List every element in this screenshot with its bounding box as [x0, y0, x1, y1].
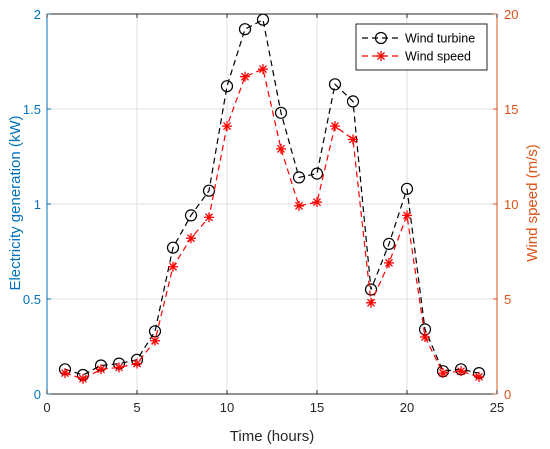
data-point	[78, 373, 88, 384]
data-point	[402, 210, 412, 221]
data-point	[312, 197, 322, 208]
data-point	[150, 335, 160, 346]
x-axis-label: Time (hours)	[230, 428, 314, 445]
data-point	[184, 209, 198, 222]
legend-marker	[376, 51, 386, 61]
legend-item: Wind turbine	[362, 32, 475, 46]
series-line	[64, 18, 480, 376]
legend: Wind turbine Wind speed	[355, 23, 488, 71]
data-point	[204, 212, 214, 223]
axes	[46, 13, 498, 395]
x-tick-label: 20	[400, 400, 414, 415]
data-point	[256, 13, 270, 26]
data-point	[330, 121, 340, 132]
y-right-tick-label: 0	[504, 387, 511, 402]
data-point	[420, 332, 430, 342]
data-point	[148, 325, 162, 338]
data-point	[456, 366, 466, 377]
legend-label: Wind turbine	[405, 32, 475, 46]
y-right-tick-label: 15	[504, 102, 518, 117]
y-right-tick-label: 10	[504, 197, 518, 212]
y-left-tick-label: 1.5	[23, 102, 41, 117]
data-point	[348, 134, 358, 145]
legend-label: Wind speed	[405, 50, 471, 64]
x-tick-label: 25	[490, 400, 504, 415]
data-point	[292, 171, 306, 184]
data-point	[96, 364, 106, 375]
data-point	[384, 257, 394, 268]
y-left-tick-label: 1	[34, 197, 41, 212]
data-point	[294, 200, 304, 211]
data-point	[364, 283, 378, 296]
y-axis-left-label: Electricity generation (kW)	[7, 115, 24, 290]
data-point	[346, 95, 360, 108]
y-left-tick-label: 2	[34, 7, 41, 22]
legend-item: Wind speed	[362, 50, 471, 64]
y-right-tick-label: 5	[504, 292, 511, 307]
data-point	[258, 64, 268, 75]
data-point	[114, 362, 124, 373]
data-point	[274, 106, 288, 119]
x-tick-label: 10	[220, 400, 234, 415]
data-point	[168, 261, 178, 272]
series-layer	[58, 13, 486, 384]
data-point	[276, 143, 286, 154]
data-point	[186, 233, 196, 244]
legend-box	[355, 23, 488, 71]
data-point	[240, 71, 250, 82]
data-point	[132, 358, 142, 369]
data-point	[382, 237, 396, 250]
x-tick-label: 15	[310, 400, 324, 415]
series-line	[64, 68, 480, 380]
x-tick-label: 0	[43, 400, 50, 415]
y-left-tick-label: 0.5	[23, 292, 41, 307]
data-point	[166, 241, 180, 254]
y-axis-right-label: Wind speed (m/s)	[524, 144, 541, 262]
y-right-tick-label: 20	[504, 7, 518, 22]
data-point	[366, 297, 376, 308]
series-2	[60, 64, 484, 384]
x-tick-label: 5	[133, 400, 140, 415]
data-point	[328, 78, 342, 91]
data-point	[400, 182, 414, 195]
legend-marker	[374, 31, 388, 45]
data-point	[310, 167, 324, 180]
grid-lines	[47, 14, 497, 394]
y-left-tick-label: 0	[34, 387, 41, 402]
data-point	[438, 368, 448, 379]
data-point	[474, 371, 484, 382]
data-point	[238, 23, 252, 36]
data-point	[222, 121, 232, 132]
data-point	[202, 184, 216, 197]
data-point	[60, 368, 70, 379]
data-point	[220, 80, 234, 93]
